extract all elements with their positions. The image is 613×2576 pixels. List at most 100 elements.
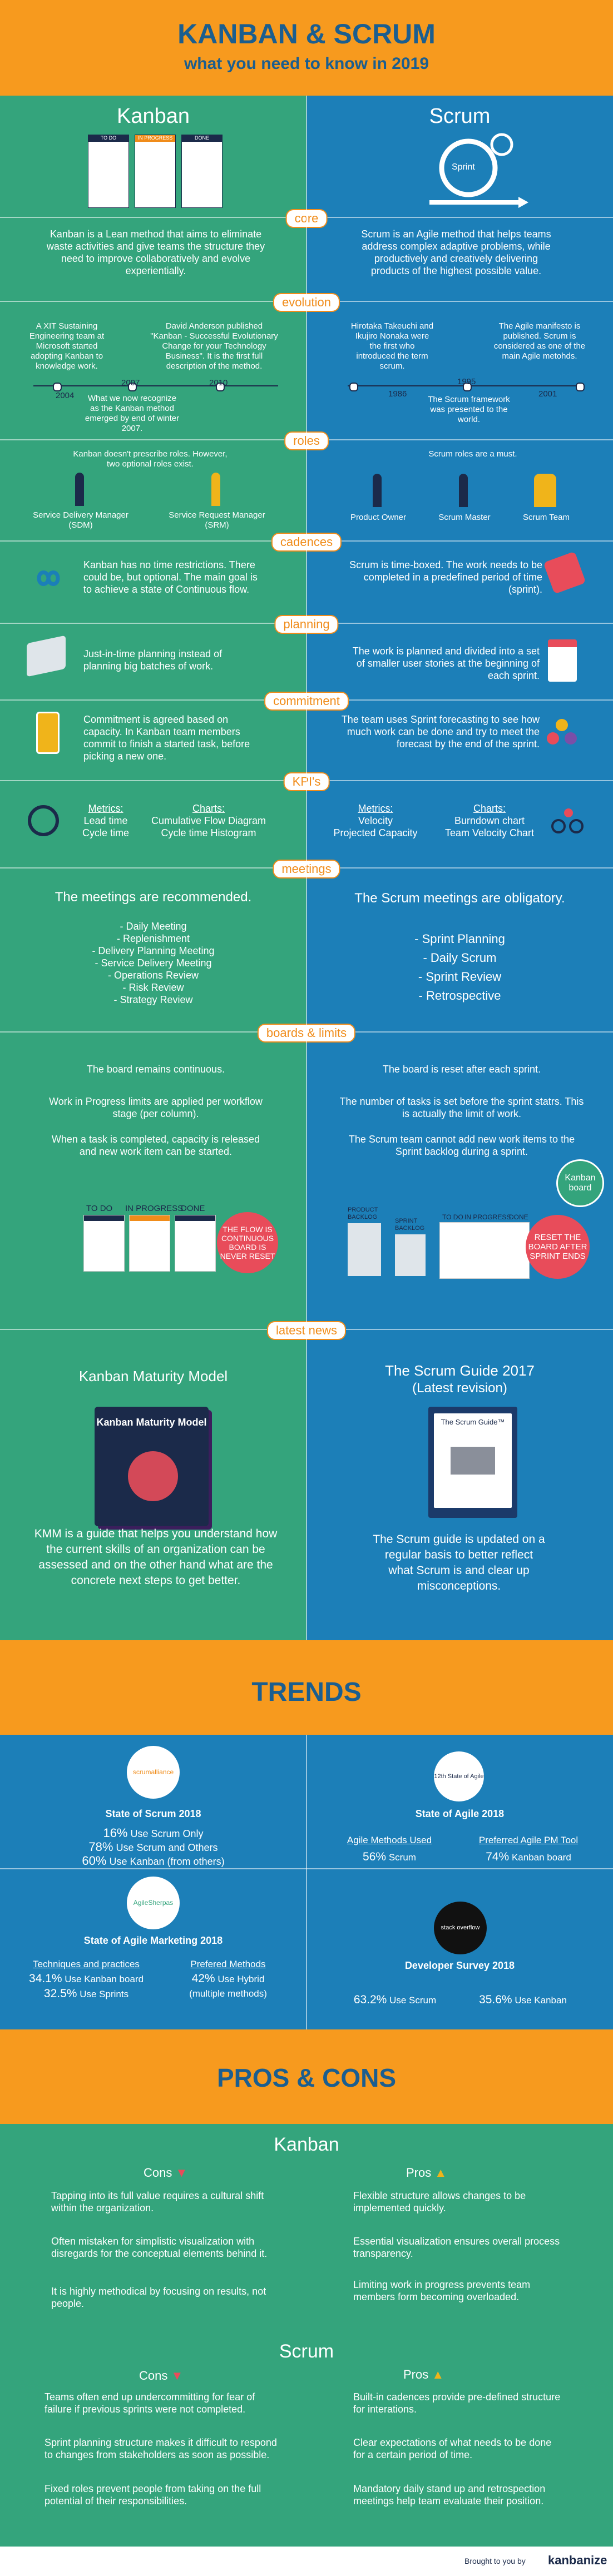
- kanban-meetings-list: - Daily Meeting - Replenishment - Delivery…: [92, 921, 215, 1005]
- scrum-core: Scrum is an Agile method that helps team…: [361, 229, 551, 276]
- role-po: Product Owner: [350, 513, 407, 522]
- page-subtitle: what you need to know in 2019: [184, 54, 429, 73]
- kanban-board-bubble: Kanban board: [556, 1159, 604, 1207]
- scrum-roles-intro: Scrum roles are a must.: [428, 449, 517, 459]
- scrum-board-2: The number of tasks is set before the sp…: [339, 1096, 584, 1119]
- kanban-cadences: Kanban has no time restrictions. There c…: [83, 559, 258, 595]
- s-pros-2: Clear expectations of what needs to be d…: [353, 2437, 552, 2460]
- k-cons-3: It is highly methodical by focusing on r…: [51, 2286, 266, 2309]
- scrum-guide-cover: The Scrum Guide™: [428, 1407, 517, 1518]
- role-sdm: Service Delivery Manager (SDM): [33, 510, 128, 530]
- scrum-meetings-list: - Sprint Planning - Daily Scrum - Sprint R…: [414, 932, 505, 1002]
- kanban-board-graphic: TO DO IN PROGRESS DONE: [83, 1204, 220, 1282]
- battery-icon: [36, 712, 60, 754]
- scrum-evo-2: The Agile manifesto is published. Scrum …: [493, 321, 586, 361]
- kanban-evo-1: A XIT Sustaining Engineering team at Mic…: [29, 321, 105, 371]
- page-title: KANBAN & SCRUM: [177, 18, 436, 49]
- kanbanize-logo[interactable]: kanbanize: [548, 2553, 607, 2567]
- trends-title: TRENDS: [251, 1677, 362, 1707]
- kanban-charts: Charts: Cumulative Flow Diagram Cycle tim…: [151, 803, 266, 838]
- pc-scrum-cons: Cons ▼: [139, 2369, 184, 2383]
- k-pros-3: Limiting work in progress prevents team …: [353, 2279, 531, 2302]
- kanban-board-1: The board remains continuous.: [86, 1064, 225, 1075]
- kanban-board-2: Work in Progress limits are applied per …: [49, 1096, 263, 1119]
- pc-kanban-cons: Cons ▼: [144, 2166, 188, 2180]
- kanban-board-badge: THE FLOW IS CONTINUOUS BOARD IS NEVER RE…: [217, 1212, 278, 1273]
- kanban-evo-3: What we now recognize as the Kanban meth…: [85, 394, 180, 433]
- kanban-board-illustration: TO DO IN PROGRESS DONE: [88, 135, 224, 210]
- ds-scrum: 63.2% Use Scrum: [353, 1993, 437, 2006]
- srm-person-icon: [211, 473, 220, 506]
- scrum-guide-text: The Scrum guide is updated on a regular …: [373, 1533, 545, 1592]
- scrum-board-1: The board is reset after each sprint.: [382, 1064, 541, 1075]
- role-team: Scrum Team: [523, 513, 570, 522]
- infinity-icon: [29, 567, 68, 589]
- scrum-board-3: The Scrum team cannot add new work items…: [348, 1134, 575, 1157]
- header: KANBAN & SCRUM what you need to know in …: [0, 0, 613, 96]
- sam-col2: Prefered Methods 42% Use Hybrid (multipl…: [189, 1959, 267, 1999]
- scrum-guide-subtitle: (Latest revision): [412, 1381, 507, 1396]
- soa-col2: Preferred Agile PM Tool 74% Kanban board: [478, 1835, 579, 1863]
- s-cons-1: Teams often end up undercommitting for f…: [45, 2391, 255, 2415]
- soa-col1: Agile Methods Used 56% Scrum: [347, 1835, 432, 1863]
- kmm-title: Kanban Maturity Model: [78, 1368, 228, 1384]
- role-sm: Scrum Master: [438, 513, 491, 522]
- scrum-meetings-title: The Scrum meetings are obligatory.: [354, 891, 565, 906]
- pc-scrum-pros: Pros ▲: [403, 2367, 444, 2381]
- stopwatch-icon: [28, 805, 59, 836]
- agilesherpas-logo: AgileSherpas: [127, 1877, 180, 1929]
- sdm-person-icon: [75, 473, 84, 506]
- pc-scrum-heading: Scrum: [279, 2341, 334, 2362]
- stackoverflow-logo: stack overflow: [434, 1902, 487, 1954]
- sos-stats: 16% Use Scrum Only 78% Use Scrum and Oth…: [82, 1826, 225, 1868]
- role-srm: Service Request Manager (SRM): [169, 510, 265, 530]
- scrum-evo-1: Hirotaka Takeuchi and Ikujiro Nonaka wer…: [350, 321, 434, 371]
- s-cons-3: Fixed roles prevent people from taking o…: [45, 2483, 261, 2506]
- state-of-agile-logo: 12th State of Agile: [434, 1751, 484, 1801]
- kanban-commitment: Commitment is agreed based on capacity. …: [83, 714, 250, 762]
- scrum-master-icon: [459, 474, 468, 507]
- footer: Brought to you by kanbanize: [0, 2547, 613, 2576]
- k-cons-1: Tapping into its full value requires a c…: [51, 2190, 264, 2213]
- scrum-metrics: Metrics: Velocity Projected Capacity: [333, 803, 418, 838]
- team-dots-icon: [545, 717, 579, 748]
- soa-title: State of Agile 2018: [415, 1808, 505, 1819]
- proscons-body: [0, 2124, 613, 2547]
- pc-kanban-pros: Pros ▲: [406, 2166, 447, 2180]
- scrum-heading: Scrum: [429, 105, 491, 128]
- kanban-roles-intro: Kanban doesn't prescribe roles. However,…: [73, 449, 228, 469]
- bike-icon: [551, 806, 584, 834]
- scrum-charts: Charts: Burndown chart Team Velocity Char…: [444, 803, 535, 838]
- kanban-evo-2: David Anderson published "Kanban - Succe…: [150, 321, 278, 371]
- scrum-commitment: The team uses Sprint forecasting to see …: [341, 714, 540, 750]
- calendar-icon: [548, 639, 577, 682]
- k-pros-2: Essential visualization ensures overall …: [353, 2236, 560, 2259]
- footer-brought: Brought to you by: [464, 2557, 526, 2565]
- kmm-book-cover: Kanban Maturity Model: [95, 1407, 209, 1526]
- kanban-core: Kanban is a Lean method that aims to eli…: [46, 229, 265, 276]
- scrum-cadences: Scrum is time-boxed. The work needs to b…: [349, 559, 542, 595]
- kanban-heading: Kanban: [116, 105, 190, 128]
- sos-title: State of Scrum 2018: [105, 1808, 201, 1819]
- scrum-team-icon: [534, 474, 556, 507]
- scrum-planning: The work is planned and divided into a s…: [352, 646, 540, 681]
- proscons-title: PROS & CONS: [216, 2063, 397, 2092]
- scrum-board-badge: RESET THE BOARD AFTER SPRINT ENDS: [526, 1215, 590, 1279]
- scrum-board-graphic: PRODUCT BACKLOG SPRINT BACKLOG TO DO IN …: [345, 1207, 530, 1284]
- kmm-text: KMM is a guide that helps you understand…: [34, 1527, 278, 1587]
- kanban-board-3: When a task is completed, capacity is re…: [51, 1134, 260, 1157]
- k-cons-2: Often mistaken for simplistic visualizat…: [51, 2236, 268, 2259]
- scrum-guide-title: The Scrum Guide 2017: [385, 1362, 535, 1379]
- kanban-timeline: [33, 385, 278, 386]
- k-pros-1: Flexible structure allows changes to be …: [353, 2190, 526, 2213]
- s-pros-1: Built-in cadences provide pre-defined st…: [353, 2391, 561, 2415]
- kanban-metrics: Metrics: Lead time Cycle time: [82, 803, 129, 838]
- kanban-planning: Just-in-time planning instead of plannin…: [83, 648, 223, 672]
- sam-title: State of Agile Marketing 2018: [83, 1935, 223, 1946]
- product-owner-icon: [373, 474, 382, 507]
- sprint-cycle-illustration: Sprint: [418, 129, 530, 212]
- proscons-header: PROS & CONS: [0, 2029, 613, 2124]
- s-pros-3: Mandatory daily stand up and retrospecti…: [353, 2483, 546, 2506]
- scrumalliance-logo: scrumalliance: [127, 1746, 180, 1799]
- kanban-meetings-title: The meetings are recommended.: [55, 890, 252, 905]
